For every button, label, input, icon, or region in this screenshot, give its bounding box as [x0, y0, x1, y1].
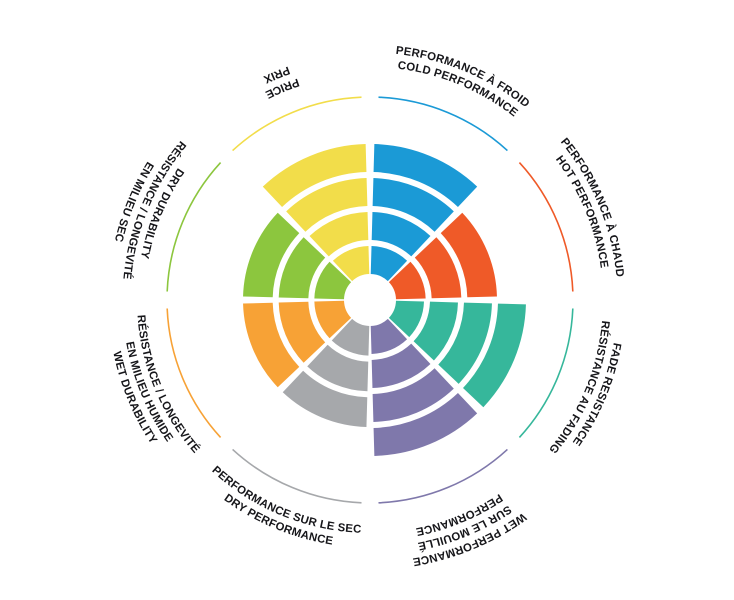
guide-arc-dry-performance: [232, 448, 362, 504]
band-cold-performance-4[interactable]: [373, 144, 478, 207]
band-hot-performance-1[interactable]: [388, 261, 426, 300]
band-cold-performance-1[interactable]: [370, 246, 408, 282]
band-fade-resistance-3[interactable]: [438, 302, 492, 384]
band-dry-durability-1[interactable]: [314, 261, 352, 300]
band-wet-durability-3[interactable]: [243, 302, 300, 388]
guide-arc-fade-resistance: [518, 308, 574, 438]
sector-band-group: [243, 144, 526, 456]
band-cold-performance-2[interactable]: [371, 212, 431, 257]
band-price-1[interactable]: [332, 246, 370, 282]
guide-arc-hot-performance: [518, 162, 574, 292]
band-hot-performance-2[interactable]: [414, 237, 462, 299]
sector-fade-resistance[interactable]: [388, 300, 526, 408]
guide-arc-price: [232, 96, 362, 152]
sector-hot-performance[interactable]: [388, 212, 497, 300]
band-hot-performance-3[interactable]: [440, 212, 497, 298]
band-dry-performance-3[interactable]: [282, 370, 368, 427]
band-dry-durability-3[interactable]: [243, 212, 300, 298]
band-dry-durability-2[interactable]: [278, 237, 326, 299]
sector-cold-performance[interactable]: [370, 144, 478, 282]
sector-dry-durability[interactable]: [243, 212, 352, 300]
outer-guide-arc-group: [166, 96, 574, 504]
band-wet-performance-3[interactable]: [372, 368, 454, 422]
sector-wet-performance[interactable]: [370, 318, 478, 456]
guide-arc-wet-performance: [378, 448, 508, 504]
band-price-4[interactable]: [262, 144, 367, 207]
sector-wet-durability[interactable]: [243, 300, 352, 388]
band-dry-performance-2[interactable]: [307, 344, 369, 392]
band-fade-resistance-2[interactable]: [413, 301, 458, 361]
guide-arc-dry-durability: [166, 162, 222, 292]
guide-arc-cold-performance: [378, 96, 508, 152]
band-wet-durability-2[interactable]: [278, 301, 326, 363]
band-wet-performance-2[interactable]: [371, 343, 431, 388]
band-fade-resistance-4[interactable]: [463, 303, 526, 408]
band-price-3[interactable]: [286, 178, 368, 232]
band-price-2[interactable]: [309, 212, 369, 257]
band-fade-resistance-1[interactable]: [388, 300, 424, 338]
sector-price[interactable]: [262, 144, 370, 282]
guide-arc-wet-durability: [166, 308, 222, 438]
band-wet-performance-4[interactable]: [373, 393, 478, 456]
band-wet-performance-1[interactable]: [370, 318, 408, 354]
sector-dry-performance[interactable]: [282, 318, 370, 427]
band-cold-performance-3[interactable]: [372, 178, 454, 232]
band-dry-performance-1[interactable]: [331, 318, 370, 356]
band-wet-durability-1[interactable]: [314, 300, 352, 339]
